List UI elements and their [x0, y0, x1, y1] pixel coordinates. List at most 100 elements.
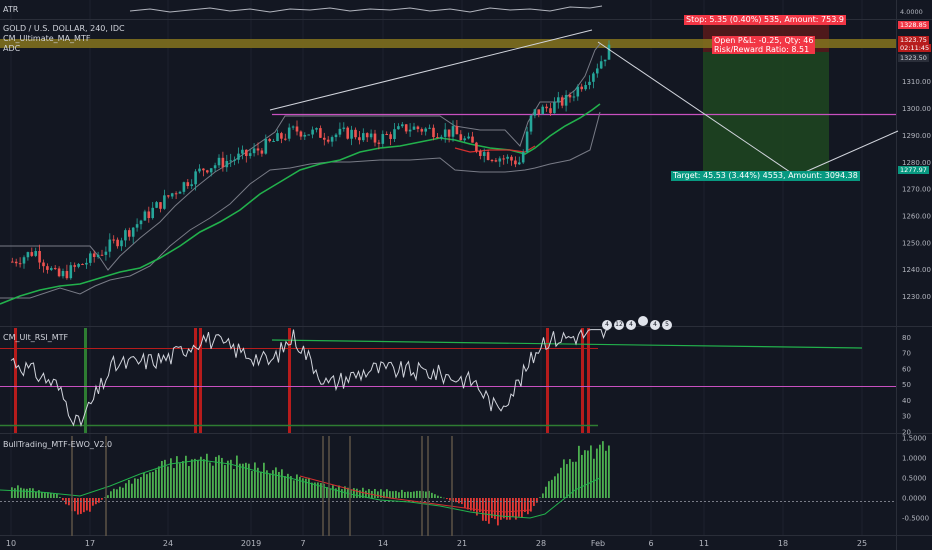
ewo-bar: [215, 456, 217, 498]
candle-body: [471, 136, 474, 143]
ewo-bar: [515, 498, 517, 520]
candle-body: [233, 159, 236, 161]
rsi-tick-label: 80: [902, 334, 911, 342]
price-axis[interactable]: 1230.00 1240.00 1250.00 1260.00 1270.00 1280.…: [902, 78, 931, 301]
event-marker[interactable]: 4: [626, 320, 636, 330]
stop-badge[interactable]: Stop: 5.35 (0.40%) 535, Amount: 753.9: [684, 15, 846, 25]
candle-body: [514, 160, 517, 165]
candle-body: [330, 137, 334, 142]
ewo-bar: [539, 497, 541, 498]
ewo-bar: [197, 459, 199, 498]
ewo-red-line: [299, 475, 531, 513]
candle-body: [280, 133, 283, 139]
candle-body: [287, 127, 291, 139]
time-tick-label: 11: [699, 539, 709, 548]
candle-body: [389, 134, 392, 139]
ewo-axis[interactable]: -0.5000 0.0000 0.5000 1.0000 1.5000: [902, 435, 929, 523]
candle-body: [412, 126, 416, 130]
ewo-bar: [161, 460, 163, 498]
event-marker[interactable]: 4: [650, 320, 660, 330]
candle-body: [65, 271, 69, 279]
ewo-bar: [446, 498, 448, 500]
ewo-bar: [236, 455, 238, 498]
candle-body: [518, 162, 521, 165]
ewo-bar: [542, 493, 544, 498]
ewo-bar: [263, 462, 265, 498]
ewo-bar: [509, 498, 511, 520]
ewo-bar: [449, 498, 451, 501]
target-badge[interactable]: Target: 45.53 (3.44%) 4553, Amount: 3094…: [671, 171, 860, 181]
candle-body: [576, 86, 580, 97]
candle-body: [248, 153, 252, 156]
ewo-bar: [179, 463, 181, 498]
ewo-bar: [356, 488, 358, 498]
time-tick-label: 25: [857, 539, 867, 548]
time-tick-label: 6: [648, 539, 653, 548]
candle-body: [346, 127, 349, 139]
ewo-bar: [140, 477, 142, 498]
time-axis[interactable]: 10 17 24 2019 7 14 21 28 Feb 6 11 18 25: [6, 539, 867, 548]
ewo-bar: [464, 498, 466, 509]
ewo-bar: [50, 492, 52, 498]
ewo-bar: [218, 455, 220, 498]
ewo-bar: [272, 470, 274, 498]
event-marker[interactable]: [638, 316, 648, 326]
ewo-bar: [314, 482, 316, 498]
event-marker[interactable]: 5: [662, 320, 672, 330]
candle-body: [38, 251, 41, 263]
candle-body: [334, 134, 338, 138]
candle-body: [377, 142, 381, 144]
rsi-tick-label: 30: [902, 413, 911, 421]
ewo-bar: [131, 483, 133, 498]
ewo-bar: [281, 469, 283, 498]
ewo-bar: [251, 470, 253, 498]
candle-body: [69, 265, 73, 279]
ewo-bar: [308, 477, 310, 498]
ewo-bar: [119, 486, 121, 498]
ewo-bar: [545, 486, 547, 498]
time-tick-label: 28: [536, 539, 546, 548]
candle-body: [549, 108, 552, 114]
time-tick-label: 24: [163, 539, 173, 548]
candle-body: [22, 257, 26, 264]
ewo-bar: [365, 490, 367, 498]
rsi-signal-bars: [14, 328, 590, 433]
ewo-tick-label: -0.5000: [902, 515, 929, 523]
ewo-bar: [137, 478, 139, 498]
event-marker[interactable]: 4: [602, 320, 612, 330]
candle-body: [428, 127, 431, 129]
candle-body: [369, 133, 373, 138]
ewo-bar: [476, 498, 478, 516]
event-marker[interactable]: 12: [614, 320, 624, 330]
ewo-bar: [122, 487, 124, 498]
pl-badge[interactable]: Open P&L: -0.25, Qty: 46 Risk/Reward Rat…: [712, 36, 816, 54]
ewo-bar: [536, 498, 538, 503]
ewo-bar: [167, 466, 169, 498]
ewo-bar: [557, 473, 559, 498]
candle-body: [81, 263, 84, 265]
ewo-bar: [458, 498, 460, 504]
ewo-bar: [587, 450, 589, 498]
candle-body: [592, 73, 595, 82]
ewo-bar: [299, 476, 301, 498]
ewo-panel-title: BullTrading_MTF-EWO_V2.0: [3, 440, 113, 449]
time-tick-label: 7: [300, 539, 305, 548]
ewo-bar: [605, 450, 607, 498]
candle-body: [338, 128, 342, 135]
candle-body: [120, 240, 123, 247]
ewo-bar: [209, 462, 211, 498]
candle-body: [596, 68, 599, 74]
ewo-bar: [11, 487, 13, 498]
atr-line: [129, 5, 603, 13]
candle-body: [404, 124, 408, 132]
price-tick-label: 1300.00: [902, 105, 931, 113]
ewo-bar: [191, 459, 193, 498]
candle-body: [116, 239, 119, 247]
ewo-bar: [413, 491, 415, 498]
rsi-axis[interactable]: 20 30 40 50 60 70 80: [902, 334, 911, 437]
candle-body: [131, 227, 135, 237]
ewo-bar: [323, 483, 325, 498]
countdown-label: 02:11:45: [898, 44, 932, 52]
ewo-bar: [26, 488, 28, 498]
